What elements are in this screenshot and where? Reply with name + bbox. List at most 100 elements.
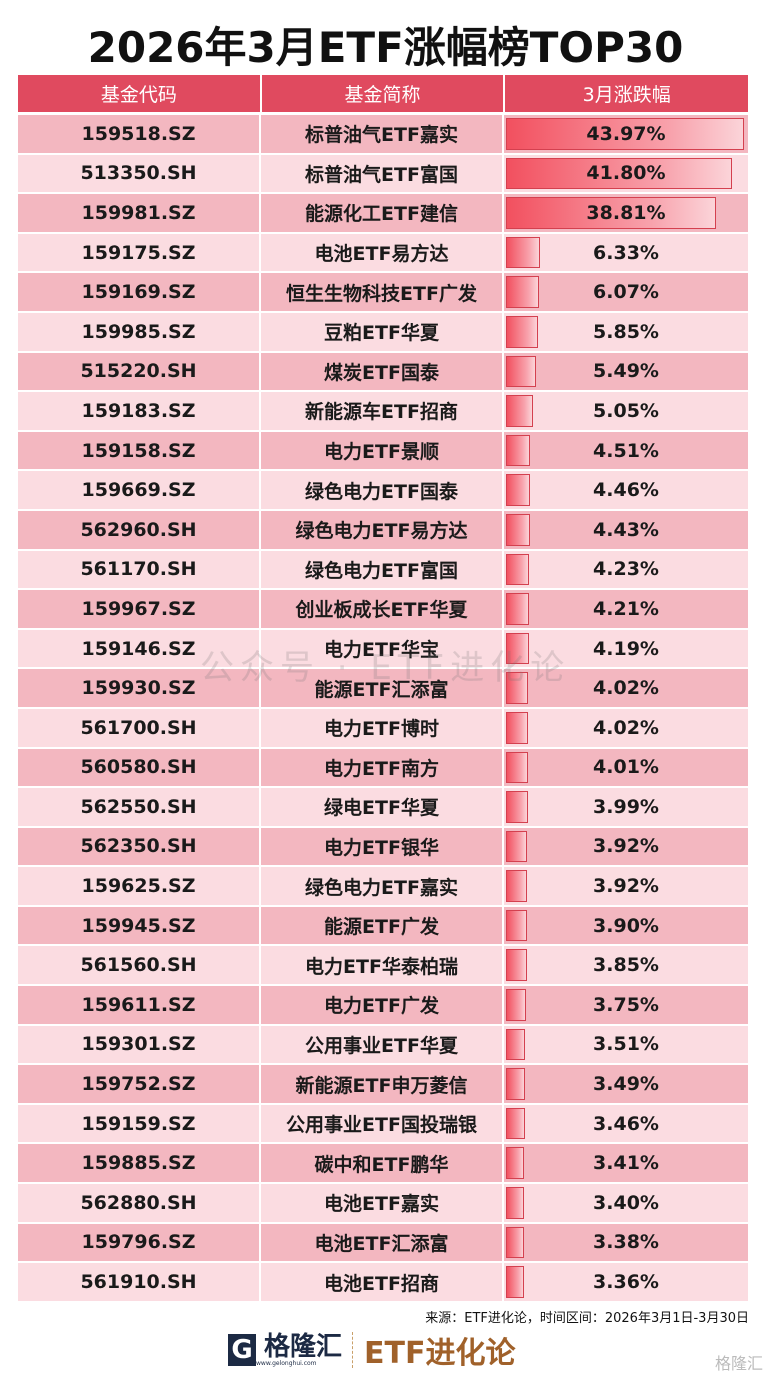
table-row: 159981.SZ 能源化工ETF建信 38.81%	[18, 194, 748, 232]
fund-name: 绿色电力ETF嘉实	[261, 867, 504, 905]
fund-code: 159169.SZ	[18, 273, 261, 311]
table-row: 561560.SH 电力ETF华泰柏瑞 3.85%	[18, 946, 748, 985]
table-row: 159301.SZ 公用事业ETF华夏 3.51%	[18, 1025, 748, 1064]
change-bar	[506, 118, 744, 150]
fund-code: 513350.SH	[18, 154, 261, 193]
partner-name: ETF进化论	[364, 1336, 516, 1371]
change-bar	[506, 157, 733, 190]
table-row: 561700.SH 电力ETF博时 4.02%	[18, 708, 748, 747]
fund-name: 绿电ETF华夏	[261, 788, 504, 826]
fund-code: 159159.SZ	[18, 1104, 261, 1143]
change-value: 5.85%	[593, 320, 659, 343]
change-value: 3.85%	[593, 954, 659, 977]
change-value: 4.21%	[593, 597, 659, 620]
change-value: 3.75%	[593, 993, 659, 1016]
fund-name: 绿色电力ETF易方达	[261, 510, 504, 549]
fund-name: 能源ETF广发	[261, 906, 504, 945]
column-header-change: 3月涨跌幅	[582, 84, 671, 106]
change-value: 5.49%	[593, 360, 659, 383]
change-cell: 38.81%	[504, 194, 748, 232]
table-row: 561910.SH 电池ETF招商 3.36%	[18, 1263, 748, 1301]
change-value: 3.40%	[593, 1191, 659, 1214]
table-row: 562880.SH 电池ETF嘉实 3.40%	[18, 1184, 748, 1222]
table-row: 562960.SH 绿色电力ETF易方达 4.43%	[18, 510, 748, 549]
fund-code: 159158.SZ	[18, 431, 261, 470]
table-row: 562550.SH 绿电ETF华夏 3.99%	[18, 788, 748, 826]
table-row: 159967.SZ 创业板成长ETF华夏 4.21%	[18, 590, 748, 628]
change-bar	[506, 672, 528, 704]
change-cell: 4.46%	[504, 471, 748, 509]
fund-code: 561700.SH	[18, 708, 261, 747]
change-cell: 3.36%	[504, 1263, 748, 1301]
fund-name: 恒生生物科技ETF广发	[261, 273, 504, 311]
change-cell: 6.33%	[504, 234, 748, 272]
change-cell: 4.51%	[504, 432, 748, 470]
fund-code: 561560.SH	[18, 946, 261, 985]
table-row: 159159.SZ 公用事业ETF国投瑞银 3.46%	[18, 1104, 748, 1143]
change-value: 3.51%	[593, 1033, 659, 1056]
change-cell: 3.46%	[504, 1105, 748, 1143]
change-value: 4.23%	[593, 558, 659, 581]
change-cell: 3.75%	[504, 986, 748, 1024]
change-value: 3.92%	[593, 835, 659, 858]
fund-code: 561170.SH	[18, 550, 261, 589]
table-row: 513350.SH 标普油气ETF富国 41.80%	[18, 154, 748, 193]
change-value: 3.99%	[593, 795, 659, 818]
fund-code: 159930.SZ	[18, 669, 261, 707]
change-bar	[506, 751, 528, 784]
table-row: 159752.SZ 新能源ETF申万菱信 3.49%	[18, 1065, 748, 1103]
fund-name: 创业板成长ETF华夏	[261, 590, 504, 628]
fund-name: 新能源车ETF招商	[261, 392, 504, 430]
change-value: 38.81%	[586, 201, 666, 224]
table-row: 159669.SZ 绿色电力ETF国泰 4.46%	[18, 471, 748, 509]
table-row: 515220.SH 煤炭ETF国泰 5.49%	[18, 352, 748, 391]
change-bar	[506, 1187, 525, 1219]
change-bar	[506, 276, 539, 308]
fund-name: 电力ETF博时	[261, 708, 504, 747]
table-row: 159183.SZ 新能源车ETF招商 5.05%	[18, 392, 748, 430]
change-bar	[506, 593, 529, 625]
fund-name: 豆粕ETF华夏	[261, 312, 504, 351]
change-value: 4.43%	[593, 518, 659, 541]
fund-code: 562350.SH	[18, 827, 261, 866]
change-cell: 43.97%	[504, 115, 748, 153]
fund-code: 562880.SH	[18, 1184, 261, 1222]
change-cell: 5.85%	[504, 313, 748, 351]
change-bar	[506, 1107, 525, 1140]
fund-name: 电力ETF南方	[261, 748, 504, 787]
fund-code: 159301.SZ	[18, 1025, 261, 1064]
change-value: 4.02%	[593, 716, 659, 739]
fund-name: 绿色电力ETF富国	[261, 550, 504, 589]
table-row: 159985.SZ 豆粕ETF华夏 5.85%	[18, 312, 748, 351]
change-value: 5.05%	[593, 399, 659, 422]
change-cell: 4.01%	[504, 749, 748, 787]
fund-code: 159985.SZ	[18, 312, 261, 351]
fund-name: 绿色电力ETF国泰	[261, 471, 504, 509]
fund-code: 159945.SZ	[18, 906, 261, 945]
fund-code: 159796.SZ	[18, 1223, 261, 1262]
change-cell: 3.92%	[504, 867, 748, 905]
brand-name: 格隆汇	[264, 1331, 343, 1362]
change-value: 3.49%	[593, 1073, 659, 1096]
table-row: 159625.SZ 绿色电力ETF嘉实 3.92%	[18, 867, 748, 905]
column-header-code: 基金代码	[18, 75, 262, 112]
change-bar	[506, 1028, 525, 1061]
change-value: 3.36%	[593, 1271, 659, 1294]
fund-name: 标普油气ETF富国	[261, 154, 504, 193]
fund-name: 电池ETF招商	[261, 1263, 504, 1301]
change-cell: 3.99%	[504, 788, 748, 826]
change-bar	[506, 949, 527, 982]
change-value: 4.02%	[593, 677, 659, 700]
table-row: 159611.SZ 电力ETF广发 3.75%	[18, 986, 748, 1024]
change-cell: 41.80%	[504, 155, 748, 193]
change-cell: 3.40%	[504, 1184, 748, 1222]
change-value: 6.33%	[593, 241, 659, 264]
fund-code: 159752.SZ	[18, 1065, 261, 1103]
table-row: 159930.SZ 能源ETF汇添富 4.02%	[18, 669, 748, 707]
fund-name: 公用事业ETF华夏	[261, 1025, 504, 1064]
change-bar	[506, 553, 529, 586]
footer-logo: G 格隆汇 www.gelonghui.com ETF进化论	[228, 1328, 515, 1372]
divider	[352, 1332, 354, 1368]
fund-code: 515220.SH	[18, 352, 261, 391]
fund-code: 159611.SZ	[18, 986, 261, 1024]
